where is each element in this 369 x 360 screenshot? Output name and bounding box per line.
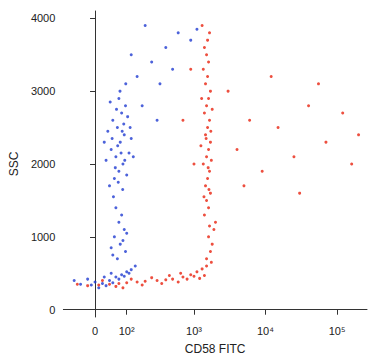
svg-text:10²: 10² [119,325,135,337]
svg-text:0: 0 [92,325,98,337]
svg-text:10³: 10³ [186,325,202,337]
svg-text:10⁵: 10⁵ [329,325,346,337]
svg-text:2000: 2000 [31,158,55,170]
svg-text:SSC: SSC [7,151,21,176]
svg-text:3000: 3000 [31,85,55,97]
svg-text:CD58 FITC: CD58 FITC [185,342,246,356]
svg-text:0: 0 [49,304,55,316]
svg-text:1000: 1000 [31,231,55,243]
svg-text:4000: 4000 [31,12,55,24]
svg-text:10⁴: 10⁴ [257,325,274,337]
